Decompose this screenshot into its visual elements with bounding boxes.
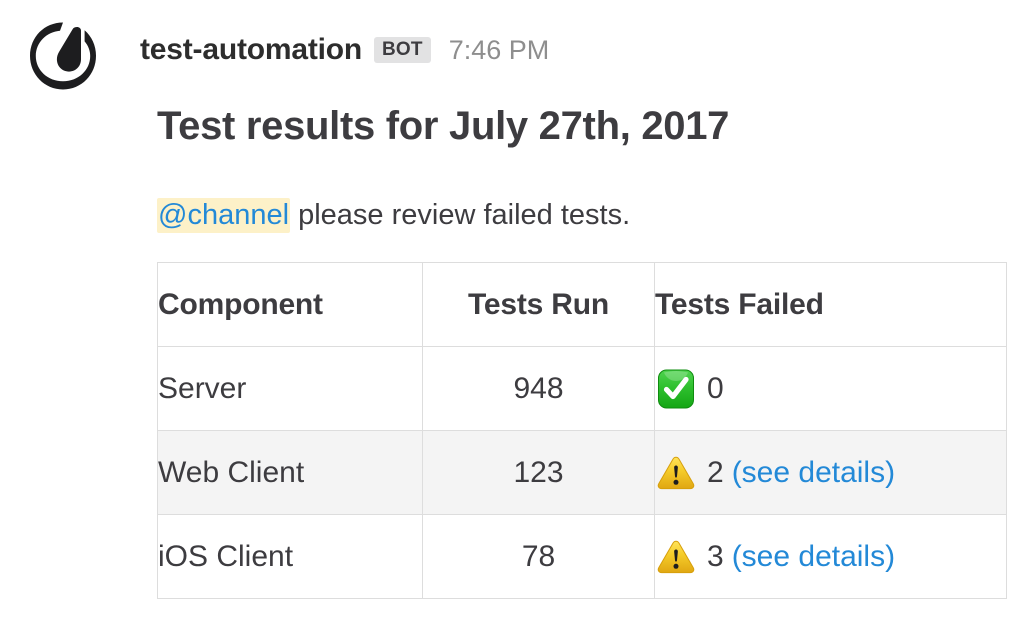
cell-tests-failed: 2 (see details) bbox=[654, 430, 1007, 515]
failed-count: 0 bbox=[707, 371, 724, 405]
table-head: Component Tests Run Tests Failed bbox=[157, 262, 1007, 347]
message-text: please review failed tests. bbox=[290, 199, 631, 231]
see-details-link[interactable]: (see details) bbox=[731, 539, 896, 573]
test-results-table: Component Tests Run Tests Failed Server … bbox=[157, 262, 1007, 599]
cell-tests-run: 78 bbox=[422, 514, 655, 599]
table-row: Server 948 bbox=[157, 346, 1007, 431]
cell-tests-run: 948 bbox=[422, 346, 655, 431]
failed-count: 3 bbox=[707, 539, 724, 573]
warning-emoji bbox=[655, 452, 697, 494]
cell-component: iOS Client bbox=[157, 514, 423, 599]
cell-component: Web Client bbox=[157, 430, 423, 515]
cell-component: Server bbox=[157, 346, 423, 431]
warning-emoji bbox=[655, 536, 697, 578]
channel-mention-link[interactable]: @channel bbox=[157, 198, 291, 233]
post-timestamp[interactable]: 7:46 PM bbox=[448, 35, 550, 65]
column-header-component: Component bbox=[157, 262, 423, 347]
cell-tests-run: 123 bbox=[422, 430, 655, 515]
column-header-tests-failed: Tests Failed bbox=[654, 262, 1007, 347]
bot-badge: BOT bbox=[374, 37, 431, 63]
table-header-row: Component Tests Run Tests Failed bbox=[157, 262, 1007, 347]
post-body: Test results for July 27th, 2017 @channe… bbox=[157, 100, 1017, 599]
table-row: Web Client 123 bbox=[157, 430, 1007, 515]
table-body: Server 948 bbox=[157, 346, 1007, 599]
table-row: iOS Client 78 bbox=[157, 514, 1007, 599]
username[interactable]: test-automation bbox=[140, 33, 363, 66]
message-title: Test results for July 27th, 2017 bbox=[157, 104, 730, 148]
avatar[interactable] bbox=[26, 19, 100, 93]
cell-tests-failed: 0 bbox=[654, 346, 1007, 431]
post-meta: test-automation BOT 7:46 PM bbox=[140, 30, 549, 70]
column-header-tests-run: Tests Run bbox=[422, 262, 655, 347]
see-details-link[interactable]: (see details) bbox=[731, 455, 896, 489]
failed-count: 2 bbox=[707, 455, 724, 489]
message-subtitle: @channel please review failed tests. bbox=[157, 195, 1017, 235]
mattermost-logo-icon bbox=[26, 19, 100, 93]
white-check-mark-emoji bbox=[655, 368, 697, 410]
cell-tests-failed: 3 (see details) bbox=[654, 514, 1007, 599]
